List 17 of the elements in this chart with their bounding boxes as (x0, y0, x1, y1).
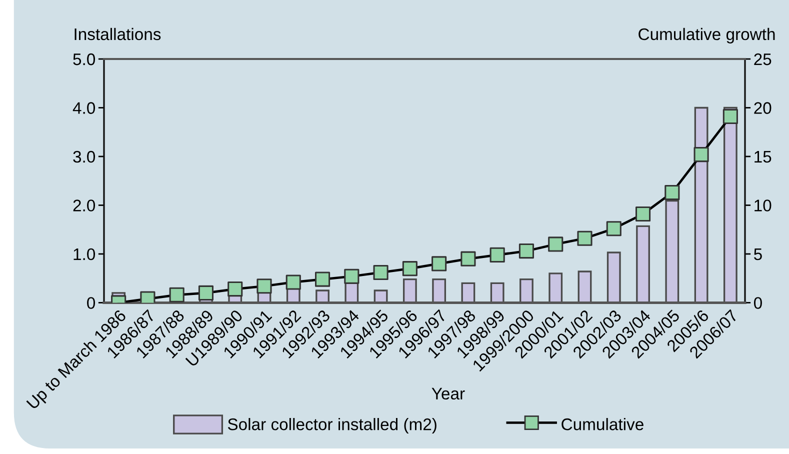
legend-label: Cumulative (562, 418, 644, 430)
y2-tick-label: 10 (754, 200, 772, 212)
y2-tick-label: 5 (754, 248, 762, 260)
y-tick-label: 2.0 (73, 200, 96, 212)
y-tick-label: 4.0 (72, 102, 96, 114)
y2-tick-label: 25 (754, 53, 772, 66)
x-axis-title: Year (432, 388, 465, 400)
y-tick-label: 1.0 (74, 248, 96, 260)
legend-label: Solar collector installed (m2) (228, 418, 436, 434)
y-tick-label: 0 (87, 297, 96, 309)
y2-tick-label: 20 (754, 102, 772, 114)
y-tick-label: 3.0 (73, 150, 96, 163)
y2-tick-label: 0 (754, 297, 762, 309)
y-tick-label: 5.0 (73, 53, 96, 66)
y2-tick-label: 15 (754, 151, 772, 163)
y2-axis-title: Cumulative growth (638, 28, 775, 44)
y-axis-title: Installations (74, 28, 161, 40)
